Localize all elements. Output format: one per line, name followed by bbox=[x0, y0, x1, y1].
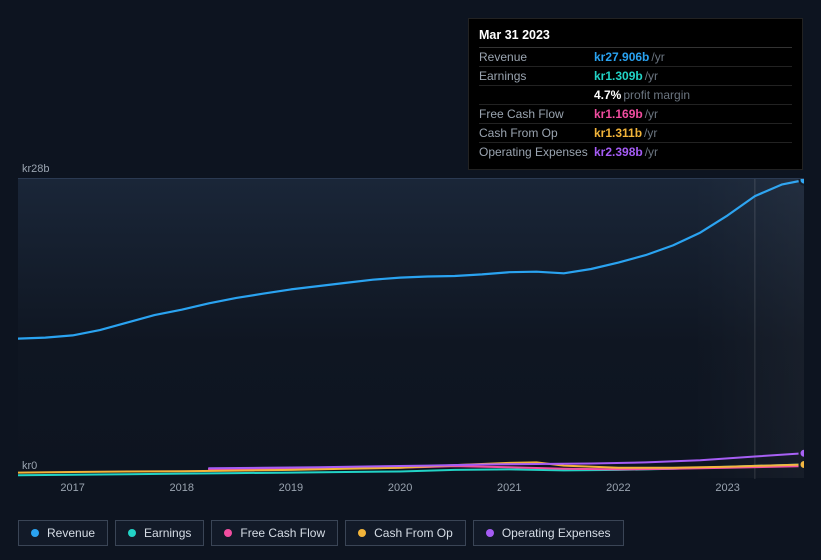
x-tick-label: 2022 bbox=[606, 482, 630, 494]
tooltip-metric-value: kr2.398b bbox=[594, 145, 643, 159]
chart-svg bbox=[18, 179, 804, 479]
x-tick-label: 2019 bbox=[279, 482, 303, 494]
x-tick-label: 2023 bbox=[715, 482, 739, 494]
tooltip-row: Free Cash Flowkr1.169b /yr bbox=[479, 105, 792, 124]
tooltip-metric-unit: profit margin bbox=[623, 88, 690, 102]
legend-swatch bbox=[358, 529, 366, 537]
x-tick-label: 2018 bbox=[170, 482, 194, 494]
legend-label: Earnings bbox=[144, 526, 191, 540]
y-tick-top: kr28b bbox=[22, 163, 50, 175]
legend-swatch bbox=[128, 529, 136, 537]
tooltip-row: Revenuekr27.906b /yr bbox=[479, 48, 792, 67]
legend-label: Revenue bbox=[47, 526, 95, 540]
legend-swatch bbox=[31, 529, 39, 537]
x-axis: 2017 2018 2019 2020 2021 2022 2023 bbox=[18, 482, 804, 502]
tooltip-metric-label: Operating Expenses bbox=[479, 145, 594, 159]
x-tick-label: 2020 bbox=[388, 482, 412, 494]
tooltip-metric-label: Cash From Op bbox=[479, 126, 594, 140]
tooltip-metric-label: Free Cash Flow bbox=[479, 107, 594, 121]
y-tick-bottom: kr0 bbox=[22, 460, 37, 472]
legend-label: Cash From Op bbox=[374, 526, 453, 540]
tooltip-row: Earningskr1.309b /yr bbox=[479, 67, 792, 86]
legend-item-operating-expenses[interactable]: Operating Expenses bbox=[473, 520, 624, 546]
tooltip-metric-unit: /yr bbox=[645, 107, 658, 121]
tooltip-metric-value: kr1.169b bbox=[594, 107, 643, 121]
tooltip-metric-unit: /yr bbox=[645, 69, 658, 83]
tooltip-row: 4.7% profit margin bbox=[479, 86, 792, 105]
tooltip-metric-unit: /yr bbox=[645, 145, 658, 159]
x-tick-label: 2017 bbox=[60, 482, 84, 494]
tooltip-row: Operating Expenseskr2.398b /yr bbox=[479, 143, 792, 161]
tooltip-row: Cash From Opkr1.311b /yr bbox=[479, 124, 792, 143]
legend-label: Operating Expenses bbox=[502, 526, 611, 540]
legend-item-earnings[interactable]: Earnings bbox=[115, 520, 204, 546]
tooltip-metric-label: Earnings bbox=[479, 69, 594, 83]
tooltip-metric-value: kr1.311b bbox=[594, 126, 642, 140]
chart-legend: Revenue Earnings Free Cash Flow Cash From O… bbox=[18, 520, 624, 546]
legend-swatch bbox=[224, 529, 232, 537]
legend-item-free-cash-flow[interactable]: Free Cash Flow bbox=[211, 520, 338, 546]
financials-chart[interactable]: kr28b kr0 2017 2018 2019 2020 2021 2022 2023 bbox=[18, 160, 804, 500]
legend-item-cash-from-op[interactable]: Cash From Op bbox=[345, 520, 466, 546]
chart-tooltip: Mar 31 2023 Revenuekr27.906b /yrEarnings… bbox=[468, 18, 803, 170]
tooltip-metric-unit: /yr bbox=[651, 50, 664, 64]
legend-label: Free Cash Flow bbox=[240, 526, 325, 540]
tooltip-metric-unit: /yr bbox=[644, 126, 657, 140]
tooltip-metric-value: 4.7% bbox=[594, 88, 621, 102]
tooltip-metric-label: Revenue bbox=[479, 50, 594, 64]
tooltip-metric-value: kr27.906b bbox=[594, 50, 649, 64]
plot-area[interactable] bbox=[18, 178, 804, 478]
legend-swatch bbox=[486, 529, 494, 537]
tooltip-metric-value: kr1.309b bbox=[594, 69, 643, 83]
tooltip-date: Mar 31 2023 bbox=[479, 25, 792, 48]
legend-item-revenue[interactable]: Revenue bbox=[18, 520, 108, 546]
x-tick-label: 2021 bbox=[497, 482, 521, 494]
